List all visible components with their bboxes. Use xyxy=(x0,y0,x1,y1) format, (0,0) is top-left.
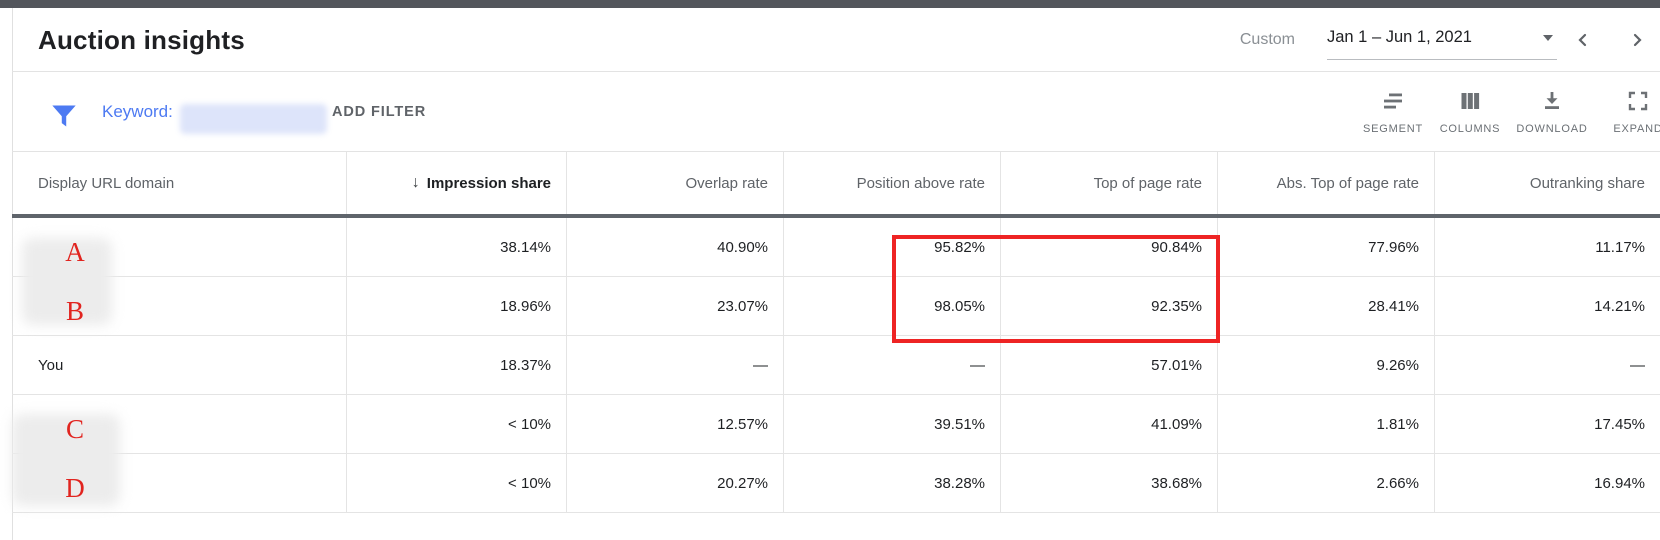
cell-impression-share: 18.37% xyxy=(346,336,566,394)
column-header-display-url-domain[interactable]: Display URL domain xyxy=(12,152,346,214)
masked-domain-blur-ab xyxy=(22,238,112,325)
date-range-type-label: Custom xyxy=(1239,31,1295,48)
columns-button[interactable]: COLUMNS xyxy=(1429,89,1511,135)
tool-label: SEGMENT xyxy=(1363,123,1423,135)
cell-abs-top-of-page-rate: 9.26% xyxy=(1217,336,1434,394)
cell-abs-top-of-page-rate: 2.66% xyxy=(1217,454,1434,512)
masked-domain-letter-c: C xyxy=(65,414,84,444)
cell-top-of-page-rate: 90.84% xyxy=(1000,218,1217,276)
cell-abs-top-of-page-rate: 1.81% xyxy=(1217,395,1434,453)
cell-overlap-rate: 40.90% xyxy=(566,218,783,276)
filter-divider xyxy=(12,151,1660,152)
cell-outranking-share: 11.17% xyxy=(1434,218,1660,276)
column-header-label: Outranking share xyxy=(1529,174,1645,192)
masked-domain-letter-a: A xyxy=(65,237,85,267)
column-header-label: Position above rate xyxy=(856,174,985,192)
page-title: Auction insights xyxy=(38,24,245,55)
next-period-button[interactable] xyxy=(1629,32,1645,48)
cell-top-of-page-rate: 57.01% xyxy=(1000,336,1217,394)
column-header-label: Abs. Top of page rate xyxy=(1276,174,1419,192)
keyword-filter-chip[interactable]: Keyword: xyxy=(102,101,173,121)
masked-domain-letter-d: D xyxy=(65,473,85,503)
title-divider xyxy=(12,71,1660,72)
table-row-you: You 18.37% — —57.01% 9.26% — xyxy=(12,336,1660,395)
column-header-impression-share[interactable]: ↓ Impression share xyxy=(346,152,566,214)
segment-icon xyxy=(1381,89,1405,118)
cell-impression-share: < 10% xyxy=(346,454,566,512)
cell-outranking-share: 14.21% xyxy=(1434,277,1660,335)
column-header-label: Top of page rate xyxy=(1093,174,1202,192)
cell-impression-share: 18.96% xyxy=(346,277,566,335)
tool-label: DOWNLOAD xyxy=(1516,123,1588,135)
column-header-label: Display URL domain xyxy=(38,174,175,192)
masked-domain-letter-b: B xyxy=(65,296,84,326)
cell-top-of-page-rate: 92.35% xyxy=(1000,277,1217,335)
arrow-down-icon: ↓ xyxy=(411,174,420,191)
column-header-outranking-share[interactable]: Outranking share xyxy=(1434,152,1660,214)
cell-position-above-rate: 38.28% xyxy=(783,454,1000,512)
cell-outranking-share: — xyxy=(1434,336,1660,394)
expand-icon xyxy=(1626,89,1650,118)
column-header-label: Overlap rate xyxy=(685,174,768,192)
cell-impression-share: 38.14% xyxy=(346,218,566,276)
tool-label: COLUMNS xyxy=(1439,123,1501,135)
expand-button[interactable]: EXPAND xyxy=(1597,89,1660,135)
column-header-abs-top-of-page-rate[interactable]: Abs. Top of page rate xyxy=(1217,152,1434,214)
cell-overlap-rate: 23.07% xyxy=(566,277,783,335)
cell-position-above-rate: 98.05% xyxy=(783,277,1000,335)
previous-period-button[interactable] xyxy=(1575,32,1591,48)
cell-position-above-rate: — xyxy=(783,336,1000,394)
filter-funnel-icon xyxy=(50,102,78,135)
card-left-border xyxy=(12,8,13,540)
chevron-left-icon xyxy=(1578,33,1587,47)
table-row-c: < 10% 12.57% 39.51% 41.09% 1.81% 17.45% xyxy=(12,395,1660,454)
tool-label: EXPAND xyxy=(1613,123,1660,135)
table-header-row: Display URL domain ↓ Impression share Overl… xyxy=(12,152,1660,218)
auction-insights-table: Display URL domain ↓ Impression share Overl… xyxy=(12,152,1660,513)
masked-domain-blur-cd xyxy=(12,414,120,506)
download-button[interactable]: DOWNLOAD xyxy=(1511,89,1593,135)
cell-overlap-rate: 20.27% xyxy=(566,454,783,512)
cell-top-of-page-rate: 38.68% xyxy=(1000,454,1217,512)
add-filter-button[interactable]: ADD FILTER xyxy=(332,103,427,120)
chevron-down-icon xyxy=(1543,34,1553,41)
keyword-filter-value-blurred[interactable] xyxy=(180,104,327,134)
date-range-picker: Custom Jan 1 – Jun 1, 2021 xyxy=(1240,8,1660,72)
cell-overlap-rate: — xyxy=(566,336,783,394)
column-header-top-of-page-rate[interactable]: Top of page rate xyxy=(1000,152,1217,214)
table-body: 38.14% 40.90% 95.82% 90.84% 77.96% 11.17% 18.9… xyxy=(12,218,1660,513)
segment-button[interactable]: SEGMENT xyxy=(1352,89,1434,135)
domain-cell: You xyxy=(38,356,64,374)
cell-outranking-share: 16.94% xyxy=(1434,454,1660,512)
table-row-a: 38.14% 40.90% 95.82% 90.84% 77.96% 11.17% xyxy=(12,218,1660,277)
top-strip xyxy=(0,0,1660,8)
column-header-overlap-rate[interactable]: Overlap rate xyxy=(566,152,783,214)
date-range-value-button[interactable]: Jan 1 – Jun 1, 2021 xyxy=(1327,28,1557,60)
column-header-label: Impression share xyxy=(426,174,551,192)
date-range-value: Jan 1 – Jun 1, 2021 xyxy=(1327,28,1472,46)
cell-abs-top-of-page-rate: 28.41% xyxy=(1217,277,1434,335)
cell-top-of-page-rate: 41.09% xyxy=(1000,395,1217,453)
cell-abs-top-of-page-rate: 77.96% xyxy=(1217,218,1434,276)
columns-icon xyxy=(1458,89,1482,118)
cell-impression-share: < 10% xyxy=(346,395,566,453)
download-icon xyxy=(1540,89,1564,118)
table-row-b: 18.96% 23.07% 98.05% 92.35% 28.41% 14.21% xyxy=(12,277,1660,336)
cell-position-above-rate: 95.82% xyxy=(783,218,1000,276)
column-header-position-above-rate[interactable]: Position above rate xyxy=(783,152,1000,214)
cell-overlap-rate: 12.57% xyxy=(566,395,783,453)
table-row-d: < 10% 20.27% 38.28% 38.68% 2.66% 16.94% xyxy=(12,454,1660,513)
chevron-right-icon xyxy=(1633,33,1642,47)
cell-position-above-rate: 39.51% xyxy=(783,395,1000,453)
cell-outranking-share: 17.45% xyxy=(1434,395,1660,453)
